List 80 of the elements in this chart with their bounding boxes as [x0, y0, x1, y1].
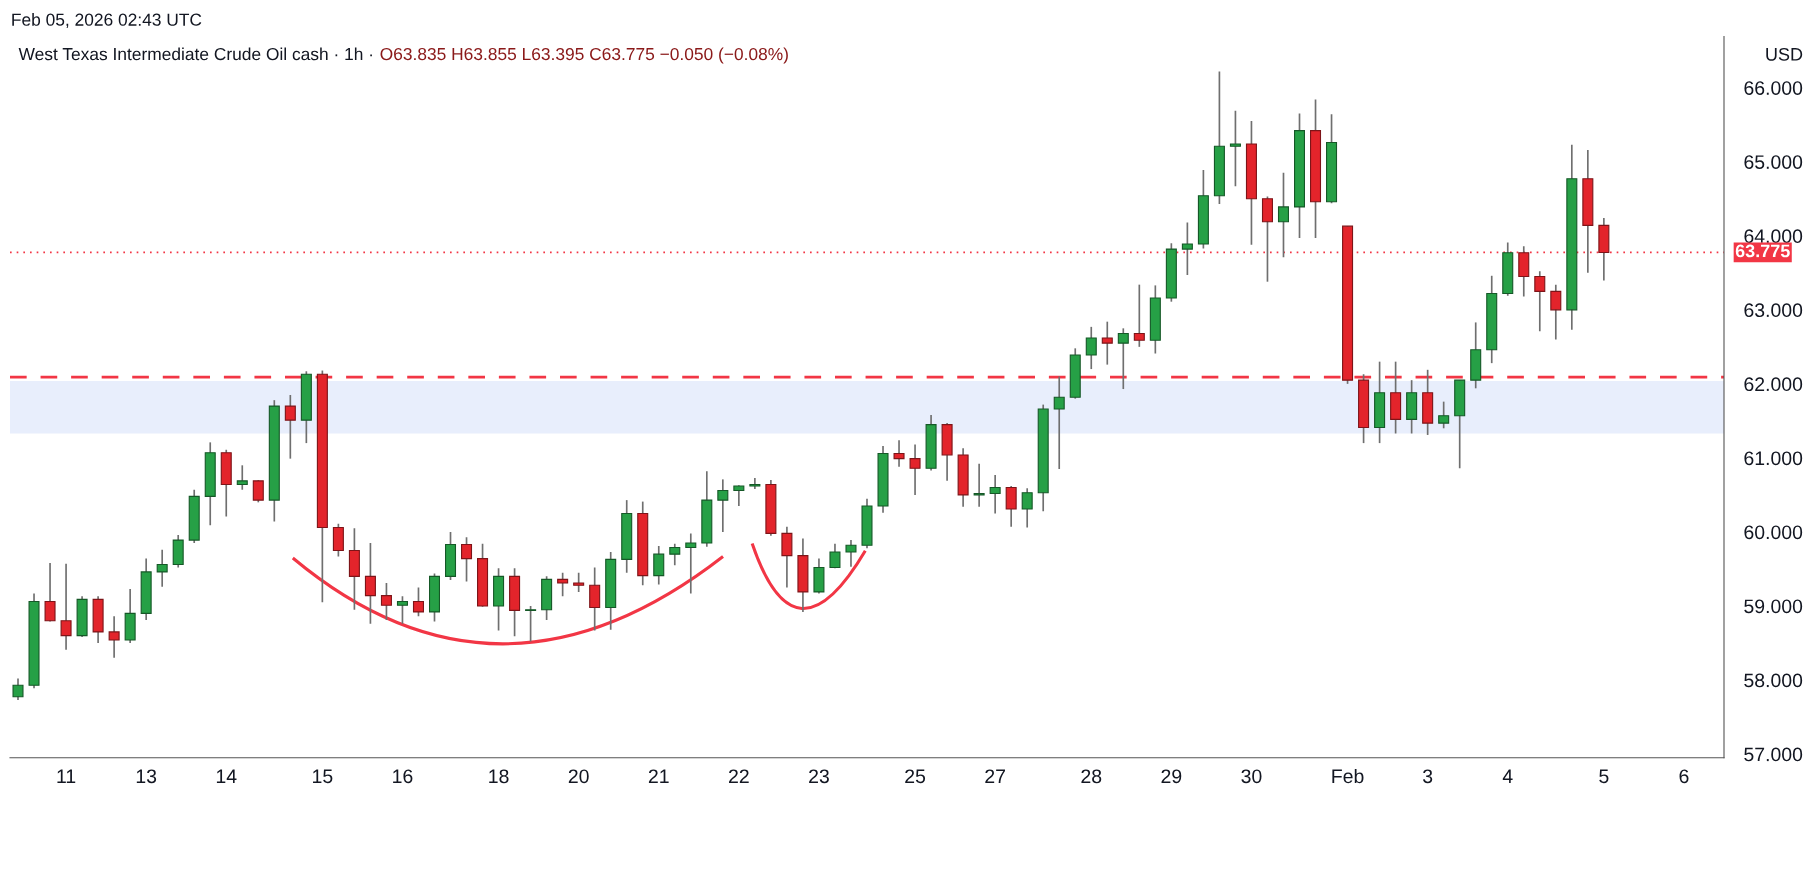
candlestick [1053, 375, 1065, 470]
y-tick-label: 60.000 [1744, 525, 1803, 540]
candlestick [284, 394, 296, 460]
x-tick-label: 27 [985, 769, 1005, 783]
candlestick [1438, 400, 1450, 430]
text: O63.835 H63.855 L63.395 C63.775 −0.050 (−0.08%) [380, 47, 788, 64]
candlestick [1534, 270, 1546, 333]
y-axis-title: USD [1766, 47, 1803, 61]
y-tick-label: 62.000 [1744, 377, 1803, 392]
candlestick [461, 536, 473, 583]
candlestick [589, 566, 601, 632]
candlestick [1133, 283, 1145, 348]
x-tick-label: 5 [1599, 769, 1609, 784]
candlestick [380, 582, 392, 621]
candlestick [525, 605, 537, 643]
candlestick [396, 595, 408, 625]
candlestick [1277, 172, 1290, 259]
x-tick-label: 20 [568, 769, 589, 784]
y-tick-label: 63.000 [1744, 303, 1803, 318]
candlestick [1021, 487, 1033, 529]
y-tick-label: 58.000 [1744, 673, 1803, 688]
candlestick [1181, 221, 1193, 276]
candlestick [44, 562, 56, 623]
candlestick [669, 542, 681, 567]
candlestick [1229, 109, 1241, 188]
x-tick-label: 16 [393, 769, 413, 784]
y-tick-label: 65.000 [1744, 155, 1803, 169]
candlestick [733, 484, 745, 507]
x-tick-label: 29 [1161, 769, 1182, 784]
y-tick-label: 57.000 [1744, 747, 1803, 762]
candlestick [717, 478, 729, 533]
text: Feb 05, 2026 02:43 UTC [12, 13, 202, 28]
x-tick-label: 25 [905, 769, 926, 784]
candlestick [893, 439, 905, 468]
candlestick [12, 677, 24, 701]
y-tick-label: 59.000 [1744, 599, 1803, 614]
y-tick-label: 66.000 [1744, 81, 1803, 95]
candlestick [845, 539, 857, 568]
x-tick-label: 28 [1081, 769, 1102, 784]
x-tick-label: 15 [313, 769, 333, 784]
x-tick-label: 23 [809, 769, 829, 784]
x-tick-label: 6 [1679, 769, 1689, 784]
x-tick-label: 4 [1502, 769, 1513, 783]
x-tick-label: 22 [729, 769, 749, 783]
x-tick-label: 18 [489, 769, 509, 784]
x-tick-label: 13 [136, 769, 157, 784]
x-tick-label: 30 [1241, 769, 1262, 784]
candlestick [1101, 320, 1113, 366]
candlestick [236, 464, 248, 491]
candlestick [1518, 245, 1530, 298]
x-tick-label: 3 [1422, 769, 1433, 784]
candlestick [989, 474, 1001, 515]
chart-title: West Texas Intermediate Crude Oil cash · 1h · [18, 47, 372, 61]
candlestick [1550, 283, 1562, 341]
candlestick [909, 443, 921, 496]
candlestick [685, 532, 697, 595]
candlestick [364, 542, 376, 625]
x-tick-label: 11 [57, 769, 76, 783]
y-tick-label: 64.000 [1744, 229, 1803, 244]
x-tick-label: 21 [648, 769, 669, 783]
x-tick-label: Feb [1332, 768, 1364, 784]
candlestick [557, 571, 569, 598]
candlestick [60, 562, 72, 651]
candlestick [412, 586, 424, 618]
x-tick-label: 14 [216, 769, 237, 783]
candlestick [332, 522, 344, 558]
candlestick [108, 615, 120, 659]
candlestick [829, 542, 841, 570]
candlestick [1005, 485, 1017, 528]
candlestick [973, 462, 985, 508]
candlestick [653, 545, 665, 586]
y-tick-label: 61.000 [1744, 451, 1803, 466]
ref-line-label: 63.775 [1735, 244, 1790, 258]
candlestick [1261, 195, 1273, 283]
candlestick [156, 548, 168, 588]
candlestick [252, 479, 264, 504]
candlestick [781, 525, 793, 589]
candlestick [573, 571, 585, 593]
candlestick [1085, 326, 1097, 370]
candlestick [1117, 327, 1129, 390]
